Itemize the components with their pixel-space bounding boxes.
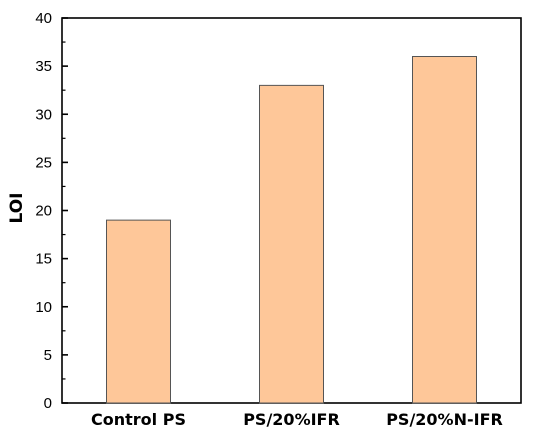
- y-axis-title: LOI: [7, 192, 27, 223]
- y-tick-label: 40: [35, 10, 52, 27]
- y-tick-label: 20: [35, 203, 52, 220]
- y-tick-label: 25: [35, 154, 52, 171]
- x-category-label-0: Control PS: [91, 410, 186, 429]
- y-tick-label: 10: [35, 299, 52, 316]
- x-category-label-1: PS/20%IFR: [243, 410, 340, 429]
- y-tick-label: 15: [35, 251, 52, 268]
- y-axis-ticks: [62, 17, 68, 404]
- y-tick-label: 5: [44, 347, 52, 364]
- y-tick-label: 0: [44, 395, 52, 412]
- y-axis-tick-labels: 0 5 10 15 20 25 30 35 40: [35, 10, 52, 412]
- bar-2: [412, 56, 477, 404]
- y-tick-label: 30: [35, 106, 52, 123]
- bars-group: [106, 56, 477, 404]
- y-tick-label: 35: [35, 58, 52, 75]
- bar-1: [259, 84, 324, 404]
- x-category-label-2: PS/20%N-IFR: [386, 410, 503, 429]
- bar-0: [106, 219, 171, 404]
- x-axis-category-labels: Control PS PS/20%IFR PS/20%N-IFR: [91, 410, 503, 429]
